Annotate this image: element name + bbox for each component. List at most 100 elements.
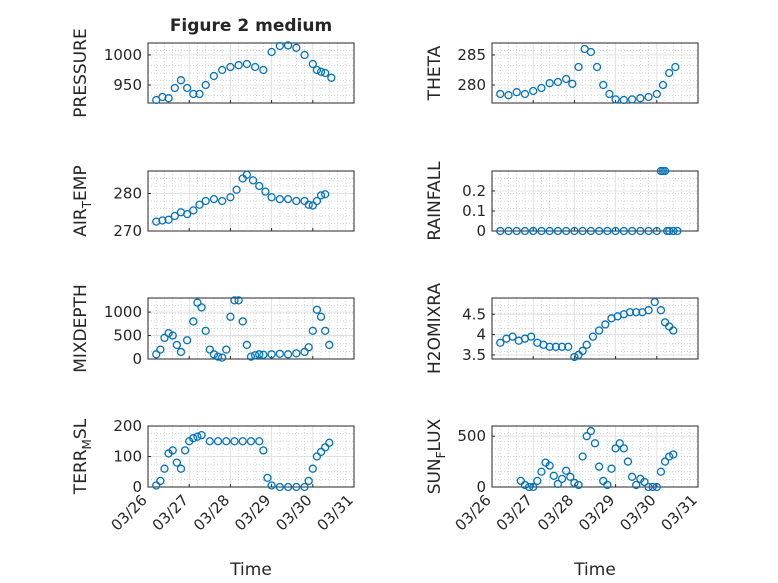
data-point: [312, 452, 322, 461]
y-axis-label-main: AIR: [71, 208, 91, 237]
axes-box: [147, 170, 355, 232]
data-point: [665, 68, 674, 78]
y-axis-label: TERRMSL: [71, 418, 94, 495]
subplot-rainfall: 0 0.1 0.2 RAINFALL: [425, 161, 699, 241]
y-axis-label: SUNFLUX: [425, 418, 448, 494]
data-point: [636, 94, 645, 103]
data-point: [267, 193, 276, 202]
data-point: [213, 352, 223, 361]
data-point: [321, 326, 330, 335]
y-tick-label: 4: [476, 326, 486, 344]
data-point: [650, 297, 659, 307]
data-point: [316, 447, 326, 457]
data-point: [222, 345, 231, 354]
data-point: [197, 303, 206, 312]
data-point: [582, 432, 591, 441]
data-point: [261, 187, 270, 196]
data-point: [275, 41, 284, 51]
data-point: [325, 340, 334, 350]
data-point: [158, 92, 167, 102]
data-point: [557, 342, 567, 351]
data-point: [226, 312, 235, 321]
data-point: [669, 326, 678, 335]
data-point: [566, 472, 575, 481]
data-point: [242, 59, 252, 69]
y-axis-label: THETA: [425, 45, 445, 101]
y-axis-label-subscript: F: [434, 451, 448, 458]
data-point: [189, 434, 198, 443]
y-tick-label: 1000: [104, 303, 142, 321]
data-point: [250, 62, 260, 72]
data-point: [545, 342, 554, 351]
y-axis-label-main: THETA: [425, 45, 445, 101]
data-point: [508, 332, 517, 341]
y-tick-label: 0: [476, 478, 486, 496]
data-point: [504, 91, 513, 100]
data-point: [658, 80, 668, 90]
data-point: [537, 467, 546, 476]
data-series: [152, 296, 334, 362]
data-point: [259, 446, 268, 455]
y-axis-label-main: MIXDEPTH: [71, 284, 91, 373]
data-point: [603, 480, 612, 490]
data-point: [304, 476, 313, 486]
minor-grid: [492, 426, 698, 487]
data-point: [529, 226, 538, 236]
data-point: [267, 481, 276, 490]
data-point: [520, 89, 530, 99]
data-point: [545, 461, 554, 470]
subplot-pressure: 950 1000 PRESSURE: [71, 28, 355, 118]
data-point: [673, 226, 682, 236]
data-point: [205, 437, 214, 446]
y-tick-label: 0: [132, 478, 142, 496]
data-point: [160, 333, 169, 343]
data-series: [496, 44, 680, 105]
data-point: [152, 217, 161, 226]
data-point: [304, 343, 313, 352]
data-point: [496, 226, 505, 236]
subplot-sun-flux: 0500SUNFLUX03/2603/2703/2803/2903/3003/3…: [425, 418, 701, 534]
data-point: [176, 347, 186, 357]
x-tick-label: 03/27: [493, 491, 536, 534]
data-point: [652, 89, 661, 99]
data-point: [644, 482, 653, 492]
data-point: [263, 473, 272, 483]
data-point: [182, 336, 192, 345]
data-point: [308, 464, 317, 473]
data-point: [636, 226, 645, 236]
data-point: [308, 59, 317, 69]
data-series: [152, 41, 336, 105]
minor-grid: [148, 298, 354, 359]
data-point: [205, 345, 214, 354]
y-axis-label-main: SUN: [425, 458, 445, 494]
data-point: [619, 444, 628, 453]
data-point: [625, 308, 635, 317]
data-point: [164, 329, 173, 338]
data-point: [195, 89, 204, 99]
data-point: [605, 89, 614, 99]
data-point: [152, 481, 161, 490]
data-series: [496, 166, 682, 236]
data-point: [201, 196, 210, 206]
y-axis-label-tail: SL: [71, 418, 91, 439]
data-point: [267, 350, 276, 359]
data-point: [172, 340, 181, 350]
data-point: [611, 95, 620, 104]
data-point: [562, 74, 571, 84]
data-point: [611, 226, 620, 236]
data-point: [164, 94, 173, 103]
data-point: [156, 345, 165, 354]
y-tick-label: 285: [457, 46, 486, 64]
data-point: [158, 216, 167, 225]
data-point: [168, 446, 177, 455]
data-point: [255, 437, 264, 446]
data-point: [321, 68, 330, 78]
data-point: [496, 89, 505, 99]
data-point: [578, 346, 587, 356]
data-point: [189, 89, 198, 99]
x-tick-label: 03/29: [575, 491, 618, 534]
data-point: [246, 352, 256, 361]
data-point: [619, 226, 628, 236]
y-tick-label: 0.2: [462, 182, 486, 200]
